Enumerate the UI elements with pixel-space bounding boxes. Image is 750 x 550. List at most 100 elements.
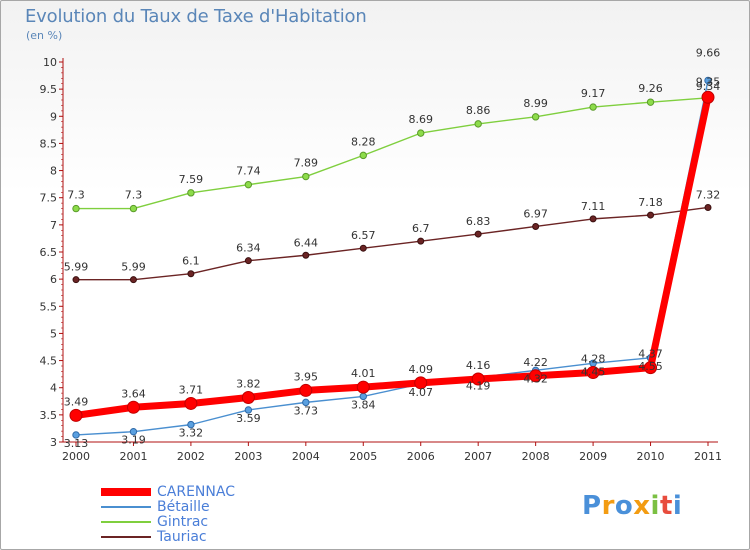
data-label-carennac: 3.49 xyxy=(64,395,89,408)
data-label-gintrac: 8.69 xyxy=(408,113,433,126)
data-point-carennac xyxy=(414,376,428,390)
data-point-gintrac xyxy=(187,189,195,197)
data-label-gintrac: 7.3 xyxy=(125,189,143,202)
logo-letter: i xyxy=(650,491,660,521)
chart-subtitle: (en %) xyxy=(26,29,63,42)
x-tick-label: 2009 xyxy=(579,450,607,463)
y-tick-label: 3 xyxy=(50,436,57,449)
data-point-tauriac xyxy=(474,230,482,238)
logo-letter: x xyxy=(633,491,651,521)
data-label-carennac: 3.95 xyxy=(294,370,319,383)
x-tick-label: 2005 xyxy=(349,450,377,463)
data-point-carennac xyxy=(644,361,658,375)
proxiti-logo: Proxiti xyxy=(582,491,682,521)
x-tick-label: 2001 xyxy=(119,450,147,463)
data-point-tauriac xyxy=(244,257,252,265)
data-label-carennac: 4.09 xyxy=(408,363,433,376)
data-point-tauriac xyxy=(704,203,712,211)
data-label-carennac: 9.35 xyxy=(696,75,721,88)
data-label-gintrac: 9.34 xyxy=(696,80,721,93)
data-point-carennac xyxy=(241,390,255,404)
data-label-betaille: 3.13 xyxy=(64,437,89,450)
data-label-tauriac: 6.83 xyxy=(466,215,491,228)
data-point-tauriac xyxy=(72,276,80,284)
legend-label-carennac: CARENNAC xyxy=(157,484,235,500)
data-point-gintrac xyxy=(474,120,482,128)
data-label-betaille: 4.19 xyxy=(466,379,491,392)
y-tick-label: 8.5 xyxy=(40,137,58,150)
data-point-tauriac xyxy=(359,244,367,252)
legend-item-gintrac[interactable]: Gintrac xyxy=(101,515,235,530)
y-tick-label: 8 xyxy=(50,165,57,178)
data-point-betaille xyxy=(129,427,138,436)
legend-item-carennac[interactable]: CARENNAC xyxy=(101,485,235,500)
data-label-carennac: 4.16 xyxy=(466,359,491,372)
data-point-carennac xyxy=(299,383,313,397)
x-tick-label: 2006 xyxy=(407,450,435,463)
data-label-gintrac: 8.99 xyxy=(523,97,548,110)
data-point-tauriac xyxy=(417,237,425,245)
logo-letter: t xyxy=(659,491,673,521)
data-point-gintrac xyxy=(244,180,253,189)
legend-swatch-betaille xyxy=(101,506,151,508)
y-tick-label: 6 xyxy=(50,273,57,286)
data-label-tauriac: 7.11 xyxy=(581,200,606,213)
data-point-gintrac xyxy=(129,204,138,213)
data-label-betaille: 4.32 xyxy=(523,372,548,385)
legend-item-tauriac[interactable]: Tauriac xyxy=(101,530,235,545)
x-tick-label: 2003 xyxy=(234,450,262,463)
data-point-carennac xyxy=(586,366,600,380)
data-point-carennac xyxy=(184,396,198,410)
data-point-gintrac xyxy=(72,204,80,213)
data-label-gintrac: 8.86 xyxy=(466,104,491,117)
data-label-carennac: 4.28 xyxy=(581,353,606,366)
legend-label-betaille: Bétaille xyxy=(157,499,210,515)
logo-letter: o xyxy=(614,491,634,521)
data-point-betaille xyxy=(72,431,80,439)
y-tick-label: 9.5 xyxy=(40,83,58,96)
data-label-betaille: 9.66 xyxy=(696,46,721,59)
series-line-tauriac xyxy=(76,206,709,281)
data-point-tauriac xyxy=(589,215,597,223)
data-label-tauriac: 6.34 xyxy=(236,242,261,255)
x-tick-label: 2002 xyxy=(177,450,205,463)
data-point-carennac xyxy=(701,90,715,104)
data-label-carennac: 4.01 xyxy=(351,367,376,380)
data-label-tauriac: 6.44 xyxy=(294,236,319,249)
legend-swatch-gintrac xyxy=(101,521,151,523)
data-point-gintrac xyxy=(302,172,310,181)
y-tick-label: 5 xyxy=(50,327,57,340)
data-label-carennac: 3.64 xyxy=(121,387,146,400)
data-label-gintrac: 7.3 xyxy=(67,189,85,202)
data-label-gintrac: 9.17 xyxy=(581,87,606,100)
data-label-tauriac: 6.57 xyxy=(351,229,376,242)
data-point-gintrac xyxy=(531,113,540,121)
data-label-gintrac: 7.89 xyxy=(294,157,319,170)
y-tick-label: 4.5 xyxy=(40,355,58,368)
data-point-carennac xyxy=(69,408,83,422)
data-label-carennac: 3.71 xyxy=(179,383,204,396)
legend-label-tauriac: Tauriac xyxy=(157,529,207,545)
data-label-tauriac: 7.18 xyxy=(638,196,663,209)
data-point-gintrac xyxy=(646,98,655,106)
data-label-tauriac: 6.7 xyxy=(412,222,430,235)
data-label-gintrac: 7.59 xyxy=(179,173,204,186)
y-tick-label: 5.5 xyxy=(40,300,58,313)
data-label-betaille: 4.07 xyxy=(408,386,433,399)
data-label-carennac: 4.22 xyxy=(523,356,548,369)
data-label-betaille: 3.32 xyxy=(179,427,204,440)
data-label-betaille: 3.84 xyxy=(351,398,376,411)
data-point-tauriac xyxy=(532,222,540,230)
legend-item-betaille[interactable]: Bétaille xyxy=(101,500,235,515)
data-label-gintrac: 8.28 xyxy=(351,135,376,148)
logo-letter: P xyxy=(582,491,602,521)
data-point-carennac xyxy=(356,380,370,394)
data-point-carennac xyxy=(471,372,485,386)
data-point-betaille xyxy=(302,398,310,407)
series-line-gintrac xyxy=(76,97,709,210)
series-line-betaille xyxy=(75,80,709,436)
data-point-betaille xyxy=(244,406,253,414)
x-tick-label: 2000 xyxy=(62,450,90,463)
data-label-betaille: 4.55 xyxy=(638,360,663,373)
